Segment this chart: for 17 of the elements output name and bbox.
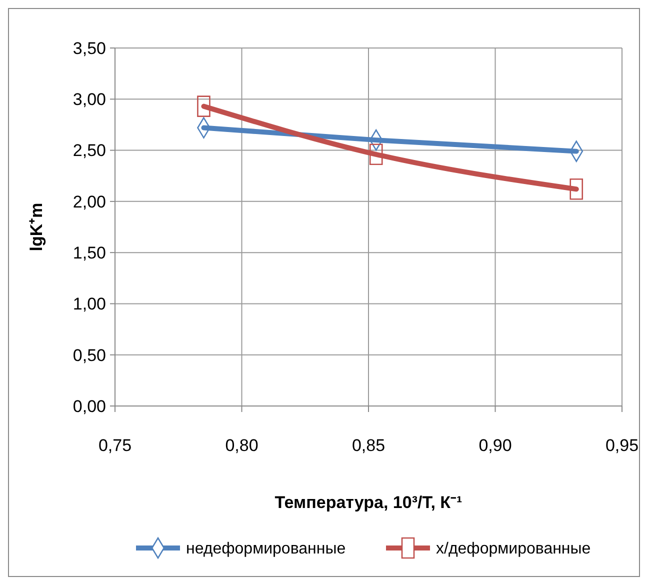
y-tick-label: 3,50 — [72, 38, 106, 58]
y-tick-label: 1,50 — [72, 244, 106, 263]
x-tick-label: 0,95 — [605, 436, 639, 455]
x-axis-title: Температура, 10³/T, К⁻¹ — [274, 493, 463, 512]
y-tick-label: 3,00 — [72, 90, 106, 110]
legend-label: х/деформированные — [436, 540, 591, 558]
x-tick-label: 0,75 — [98, 436, 132, 455]
legend-label: недеформированные — [186, 540, 346, 558]
y-tick-label: 2,00 — [72, 192, 106, 212]
y-tick-label: 0,00 — [72, 396, 106, 416]
x-tick-label: 0,85 — [352, 436, 386, 455]
y-axis-title: lgK⁺m — [27, 202, 46, 252]
x-tick-label: 0,90 — [478, 436, 512, 455]
x-tick-label: 0,80 — [225, 436, 258, 455]
y-tick-label: 1,00 — [72, 294, 106, 314]
y-tick-label: 2,50 — [72, 141, 106, 160]
y-tick-label: 0,50 — [72, 346, 106, 365]
